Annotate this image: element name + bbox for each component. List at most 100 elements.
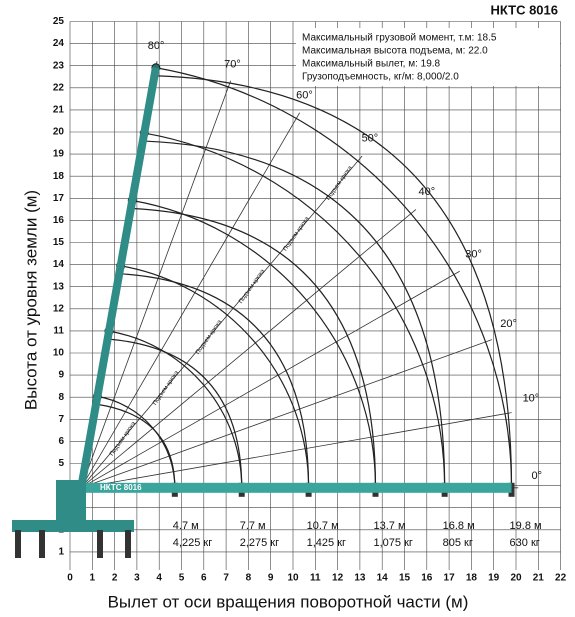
angle-label: 60° (296, 89, 313, 101)
reach-value: 13.7 м (374, 520, 406, 532)
horizontal-boom (63, 482, 512, 493)
x-tick-label: 16 (421, 573, 433, 584)
x-tick-label: 14 (377, 573, 389, 584)
y-tick-label: 22 (53, 82, 65, 93)
load-value: 1,075 кг (374, 537, 413, 549)
load-arc (132, 199, 377, 488)
boom-label: НКТС 8016 (100, 483, 142, 492)
y-tick-label: 19 (53, 149, 65, 160)
x-tick-label: 13 (354, 573, 366, 584)
angle-ray (81, 339, 493, 489)
y-tick-label: 7 (58, 414, 64, 425)
hook (508, 482, 515, 497)
hook-curve (144, 140, 446, 488)
spec-line: Грузоподъемность, кг/м: 8,000/2.0 (302, 72, 459, 83)
reach-value: 16.8 м (443, 520, 475, 532)
x-tick-label: 2 (112, 573, 118, 584)
curve-label: Подъем крюка (283, 215, 311, 252)
x-tick-label: 8 (246, 573, 252, 584)
x-tick-label: 22 (555, 573, 567, 584)
y-tick-label: 20 (53, 127, 65, 138)
x-tick-label: 15 (399, 573, 411, 584)
angle-label: 70° (224, 58, 241, 70)
outrigger (15, 530, 21, 558)
y-tick-label: 17 (53, 193, 65, 204)
x-tick-label: 3 (134, 573, 140, 584)
reach-value: 7.7 м (240, 520, 266, 532)
hook-curve (132, 207, 377, 488)
x-tick-label: 7 (223, 573, 229, 584)
x-tick-label: 17 (444, 573, 456, 584)
angle-ray (80, 80, 232, 488)
load-value: 2,275 кг (240, 537, 279, 549)
angle-ray (80, 112, 301, 489)
x-tick-label: 18 (466, 573, 478, 584)
angle-label: 80° (148, 40, 165, 52)
title: НКТС 8016 (490, 2, 558, 17)
outrigger (97, 530, 103, 558)
reach-value: 10.7 м (307, 520, 339, 532)
hook-curve (97, 403, 176, 488)
y-tick-label: 21 (53, 105, 65, 116)
y-tick-label: 16 (53, 215, 65, 226)
x-tick-label: 5 (179, 573, 185, 584)
truck-body (12, 520, 134, 532)
truck-column (56, 480, 86, 522)
y-tick-label: 18 (53, 171, 65, 182)
reach-value: 4.7 м (173, 520, 199, 532)
y-tick-label: 24 (53, 38, 65, 49)
hook-curve (120, 273, 310, 488)
curve-label: Подъем крюка (326, 165, 354, 202)
spec-line: Максимальная высота подъема, м: 22.0 (302, 46, 488, 57)
x-tick-label: 9 (268, 573, 274, 584)
y-axis-label: Высота от уровня земли (м) (21, 190, 40, 410)
y-tick-label: 8 (58, 392, 64, 403)
x-tick-label: 21 (533, 573, 545, 584)
x-tick-label: 19 (488, 573, 500, 584)
x-tick-label: 10 (287, 573, 299, 584)
x-tick-label: 20 (510, 573, 522, 584)
reach-value: 19.8 м (510, 520, 542, 532)
spec-line: Максимальный грузовой момент, т.м: 18.5 (302, 33, 497, 44)
y-tick-label: 10 (53, 348, 65, 359)
x-tick-label: 0 (67, 573, 73, 584)
x-tick-label: 1 (90, 573, 96, 584)
y-tick-label: 6 (58, 436, 64, 447)
x-tick-label: 12 (332, 573, 344, 584)
load-value: 805 кг (443, 537, 473, 549)
x-axis-label: Вылет от оси вращения поворотной части (… (108, 592, 469, 611)
load-value: 1,425 кг (307, 537, 346, 549)
angle-ray (80, 270, 460, 489)
load-arc (144, 132, 446, 488)
outrigger (125, 530, 131, 558)
x-tick-label: 11 (310, 573, 321, 584)
raised-boom (77, 67, 160, 489)
y-tick-label: 13 (53, 281, 65, 292)
load-arc (120, 265, 310, 488)
spec-box (296, 28, 560, 86)
hook-curve (108, 338, 243, 488)
y-tick-label: 12 (53, 303, 65, 314)
load-value: 4,225 кг (173, 537, 212, 549)
spec-line: Максимальный вылет, м: 19.8 (302, 59, 441, 70)
load-arc (108, 330, 243, 488)
y-tick-label: 14 (53, 259, 65, 270)
y-tick-label: 15 (53, 237, 65, 248)
y-tick-label: 9 (58, 370, 64, 381)
angle-ray (80, 155, 363, 489)
angle-label: 0° (531, 470, 542, 482)
curve-label: Подъем крюка (195, 319, 223, 356)
curve-label: Подъем крюка (109, 420, 137, 457)
hook-curve (155, 75, 513, 488)
angle-label: 10° (523, 393, 540, 405)
y-tick-label: 23 (53, 60, 65, 71)
y-tick-label: 11 (53, 326, 64, 337)
y-tick-label: 1 (58, 547, 64, 558)
y-tick-label: 5 (58, 458, 64, 469)
x-tick-label: 6 (201, 573, 207, 584)
angle-ray (80, 209, 417, 489)
load-arc (155, 67, 513, 488)
x-tick-label: 4 (156, 573, 162, 584)
outrigger (39, 530, 45, 558)
